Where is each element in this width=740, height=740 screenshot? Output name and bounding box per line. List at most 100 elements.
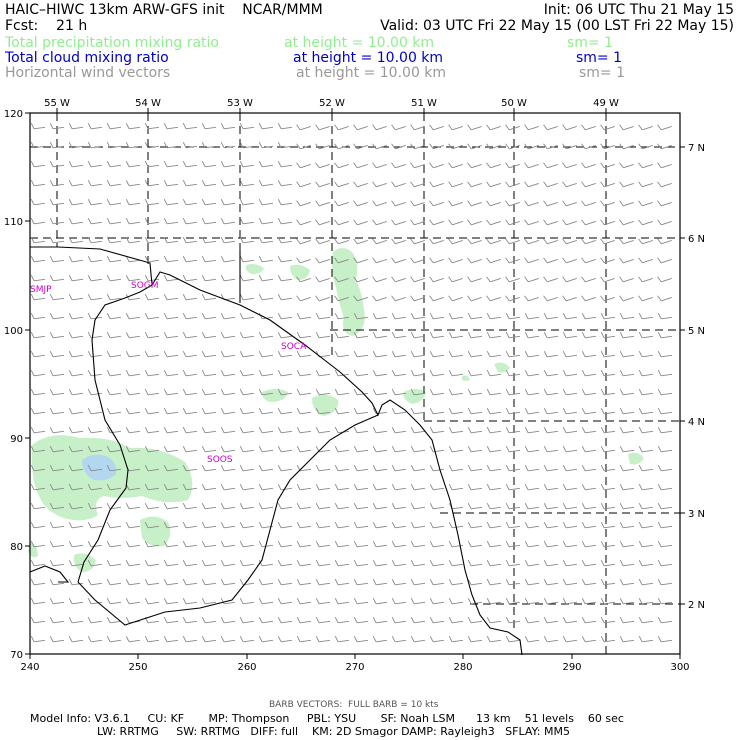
wind-barb [410,464,426,472]
wind-barb [125,597,141,605]
wind-barb [315,200,330,207]
wind-barb [125,141,141,149]
wind-barb [277,350,293,358]
wind-barb [429,350,445,358]
wind-barb [296,445,312,453]
wind-barb [505,540,521,548]
wind-barb [125,521,141,529]
wind-barb [106,293,122,301]
wind-barb [239,502,255,510]
wind-barb [315,219,330,226]
wind-barb [106,388,122,396]
wind-barb [144,122,160,130]
wind-barb [562,257,577,264]
wind-barb [619,635,635,643]
wind-barb [372,162,387,169]
wind-barb [30,236,46,244]
wind-barb [429,616,445,624]
wind-barb [353,257,368,264]
wind-barb [144,274,160,282]
wind-barb [315,295,330,302]
wind-barb [201,369,217,377]
wind-barb [410,559,426,567]
wind-barb [277,426,293,434]
wind-barb [391,616,407,624]
wind-barb [391,181,406,188]
wind-barb [106,217,122,225]
wind-barb [467,331,483,339]
wind-barb [657,238,672,245]
wind-barb [600,597,616,605]
wind-barb [486,616,502,624]
wind-barb [505,407,521,415]
bottom-tick-label: 290 [562,662,581,673]
wind-barb [201,559,217,567]
wind-barb [562,181,577,188]
wind-barb [467,388,483,396]
wind-barb [315,124,330,131]
wind-barb [201,331,217,339]
wind-barb [163,635,179,643]
wind-barb [201,236,217,244]
wind-barb [201,274,217,282]
wind-barb [543,502,559,510]
wind-barb [30,141,46,149]
wind-barb [619,445,635,453]
wind-barb [258,331,274,339]
right-tick-label: 3 N [688,509,705,520]
wind-barb [372,559,388,567]
wind-barb [486,407,502,415]
wind-barb [258,407,274,415]
wind-barb [543,219,558,226]
wind-barb [220,388,236,396]
wind-barb [391,407,407,415]
wind-barb [125,122,141,130]
wind-barb [49,198,65,206]
wind-barb [87,464,103,472]
wind-barb [638,521,654,529]
wind-barb [106,521,122,529]
wind-barb [163,122,179,130]
wind-barb [638,559,654,567]
coastline-path [30,246,523,656]
wind-barb [258,464,274,472]
wind-barb [448,388,464,396]
wind-barb [201,293,217,301]
wind-barb [144,350,160,358]
cloud-layer [82,454,117,481]
wind-barb [144,141,160,149]
wind-barb [391,521,407,529]
wind-barb [220,616,236,624]
wind-barb [315,616,331,624]
wind-barb [638,238,653,245]
wind-barb [220,236,236,244]
wind-barb [543,464,559,472]
wind-barb [353,407,369,415]
wind-barb [239,293,255,301]
wind-barb [600,559,616,567]
wind-barb [201,597,217,605]
wind-barb [220,274,236,282]
top-tick-label: 51 W [411,98,437,109]
wind-barb [657,276,672,283]
wind-barb [49,597,65,605]
wind-barb [144,597,160,605]
precip-area [312,394,339,416]
wind-barb [391,143,406,150]
wind-barb [49,312,65,320]
wind-barb [619,219,634,226]
wind-barb [429,295,444,302]
wind-barb [30,255,46,263]
wind-barb [524,445,540,453]
wind-barb [277,578,293,586]
wind-barb [600,635,616,643]
wind-barb [524,295,539,302]
wind-barb [581,219,596,226]
wind-barb [258,274,274,282]
wind-barb [125,388,141,396]
wind-barb [543,426,559,434]
wind-barb [201,483,217,491]
wind-barb [87,597,103,605]
wind-barb [258,502,274,510]
wind-barb [239,274,255,282]
